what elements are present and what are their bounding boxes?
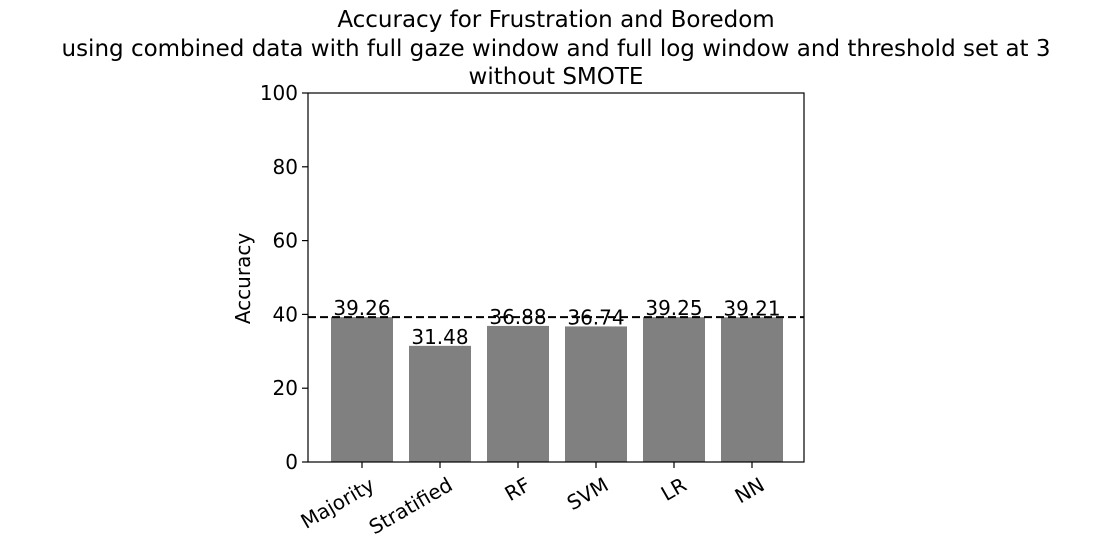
x-tick-label: NN bbox=[731, 472, 769, 508]
x-tick-label: RF bbox=[500, 472, 534, 505]
value-label: 36.88 bbox=[489, 305, 546, 329]
value-label: 39.25 bbox=[645, 296, 702, 320]
chart-title-line-1: Accuracy for Frustration and Boredom bbox=[337, 7, 775, 33]
plot-frame bbox=[307, 92, 805, 463]
y-tick-label: 100 bbox=[260, 81, 298, 105]
bar-rf bbox=[487, 325, 549, 462]
y-tick-label: 60 bbox=[273, 229, 298, 253]
bar-nn bbox=[721, 317, 783, 462]
bar-stratified bbox=[409, 345, 471, 462]
y-tick-label: 80 bbox=[273, 155, 298, 179]
value-label: 39.26 bbox=[333, 296, 390, 320]
x-tick-label: Stratified bbox=[365, 472, 457, 539]
y-tick-label: 0 bbox=[285, 450, 298, 474]
x-tick-label: SVM bbox=[563, 472, 613, 515]
y-axis-label: Accuracy bbox=[231, 233, 255, 324]
x-tick-label: LR bbox=[657, 472, 691, 505]
bar-svm bbox=[565, 326, 627, 462]
bar-lr bbox=[643, 317, 705, 462]
value-label: 39.21 bbox=[723, 296, 780, 320]
y-tick-label: 40 bbox=[273, 302, 298, 326]
y-tick-label: 20 bbox=[273, 376, 298, 400]
value-label: 31.48 bbox=[411, 325, 468, 349]
bar-majority bbox=[331, 317, 393, 462]
value-label: 36.74 bbox=[567, 305, 624, 329]
chart-title-line-2: using combined data with full gaze windo… bbox=[61, 36, 1051, 62]
x-tick-label: Majority bbox=[297, 472, 379, 533]
chart-title-line-3: without SMOTE bbox=[468, 64, 644, 90]
